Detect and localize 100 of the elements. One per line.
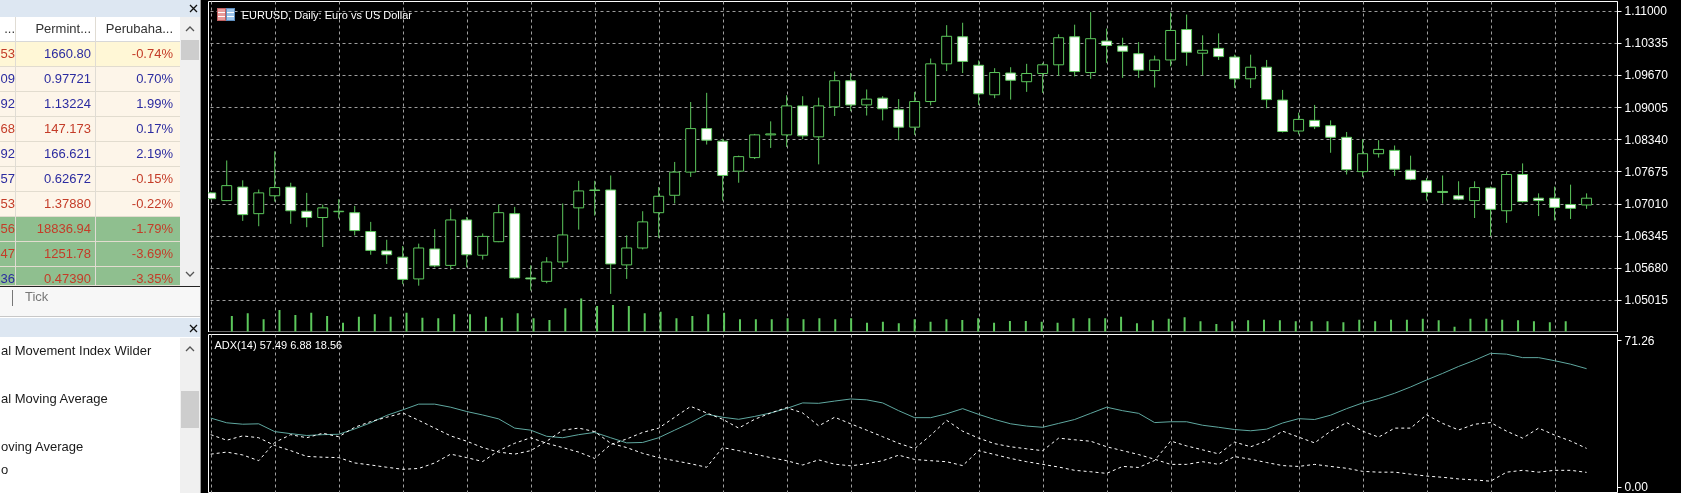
text: 166.621 <box>44 146 91 162</box>
bar <box>1151 320 1154 332</box>
bar <box>1215 324 1218 332</box>
bar <box>1390 319 1393 332</box>
text: ADX(14) 57.49 6.88 18.56 <box>214 339 343 351</box>
bar <box>437 318 440 332</box>
bar <box>786 318 789 332</box>
candlestick <box>1149 55 1161 89</box>
bar <box>405 312 408 332</box>
bar <box>278 309 281 332</box>
text: oving Average <box>1 439 84 455</box>
bar <box>294 314 297 332</box>
bar <box>1532 321 1535 332</box>
text: EURUSD, Daily: Euro vs US Dollar <box>241 9 413 21</box>
bar <box>643 313 646 332</box>
bar <box>1135 323 1138 332</box>
bar <box>881 321 884 332</box>
candlestick <box>541 256 553 284</box>
candlestick <box>1293 112 1305 135</box>
text: 18836.94 <box>36 221 91 237</box>
bar <box>1104 318 1107 332</box>
y-tick-label: 1.10335 <box>1624 36 1669 51</box>
y-tick-label: 0.00 <box>1624 480 1649 493</box>
text: 56 <box>0 221 15 237</box>
text: 53 <box>0 46 15 62</box>
candlestick <box>1325 119 1337 154</box>
bar <box>818 318 821 332</box>
y-tick-label: 1.09670 <box>1624 68 1669 83</box>
bar <box>1183 317 1186 332</box>
text: 0.17% <box>136 121 173 137</box>
text: 92 <box>0 96 15 112</box>
y-tick-label: 1.11000 <box>1624 4 1668 19</box>
candlestick <box>1021 63 1033 93</box>
candlestick <box>301 192 313 228</box>
candlestick <box>733 155 745 184</box>
bar <box>1008 321 1011 332</box>
bar <box>897 323 900 332</box>
text: 0.62672 <box>44 171 91 187</box>
bar <box>1405 319 1408 332</box>
y-tick-label: 1.06345 <box>1624 229 1669 244</box>
text: 0.47390 <box>44 271 91 287</box>
text: 47 <box>0 246 15 262</box>
candlestick <box>1037 62 1049 94</box>
bar <box>1040 321 1043 332</box>
candlestick <box>349 205 361 236</box>
bar <box>310 312 313 332</box>
bar <box>246 313 249 332</box>
candlestick <box>269 150 281 203</box>
bar <box>754 319 757 332</box>
candlestick <box>1485 186 1497 237</box>
text: -3.69% <box>131 246 173 262</box>
bar <box>1548 322 1551 332</box>
y-tick-label: 1.05015 <box>1624 293 1669 308</box>
candlestick <box>1565 184 1577 220</box>
candlestick <box>1213 32 1225 61</box>
bar <box>1263 319 1265 332</box>
bar <box>1421 318 1424 332</box>
bar <box>1199 321 1202 332</box>
text: -1.79% <box>131 221 173 237</box>
bar <box>977 318 980 332</box>
candlestick <box>589 180 601 217</box>
candlestick <box>1101 28 1113 64</box>
candlestick <box>1533 192 1545 217</box>
bar <box>850 318 853 332</box>
candlestick <box>877 95 889 121</box>
candlestick <box>573 180 585 231</box>
candlestick <box>1389 145 1401 177</box>
bar <box>738 319 741 332</box>
candlestick <box>1181 14 1193 67</box>
candlestick <box>621 234 633 280</box>
candlestick <box>893 98 905 141</box>
text: 2.19% <box>136 146 173 162</box>
bar <box>675 318 678 332</box>
y-tick-label: 1.09005 <box>1624 100 1669 115</box>
bar <box>469 314 472 332</box>
text: -0.74% <box>131 46 173 62</box>
text: 1660.80 <box>44 46 91 62</box>
text: 09 <box>0 71 15 87</box>
candlestick <box>861 88 873 117</box>
candlestick <box>285 182 297 225</box>
bar <box>1278 320 1281 332</box>
candlestick <box>1405 155 1417 181</box>
candlestick <box>477 232 489 261</box>
text: 57 <box>0 171 15 187</box>
bar <box>389 316 392 332</box>
candlestick <box>653 186 665 239</box>
candlestick <box>1117 37 1129 79</box>
bar <box>421 317 424 332</box>
candlestick <box>253 189 265 227</box>
candlestick <box>1005 66 1017 101</box>
candlestick <box>1197 34 1209 76</box>
candlestick <box>525 264 537 292</box>
y-tick-label: 1.07675 <box>1624 164 1669 179</box>
y-tick-label: 1.05680 <box>1624 261 1669 276</box>
text: Permint... <box>35 21 91 37</box>
text: ... <box>4 21 15 37</box>
bar <box>262 319 265 332</box>
bar <box>596 305 599 332</box>
y-tick-label: 71.26 <box>1624 334 1655 348</box>
text: 0.70% <box>136 71 173 87</box>
